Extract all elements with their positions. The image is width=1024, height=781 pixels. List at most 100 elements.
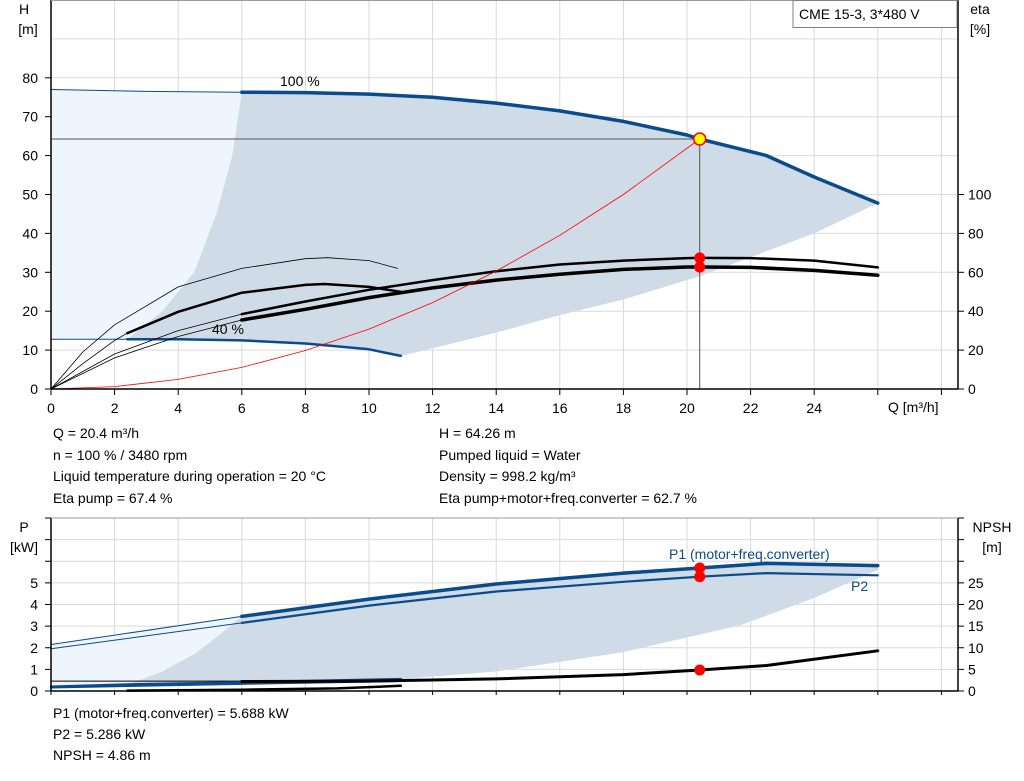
eta-total-curve-40-extension [50, 332, 128, 390]
extended-region [51, 89, 242, 340]
q-tick-label: 10 [361, 400, 377, 416]
p2-series-label: P2 [851, 578, 868, 594]
eta-tick-label: 0 [968, 381, 976, 397]
p2-marker [694, 571, 706, 583]
annotation-100-percent: 100 % [280, 73, 320, 89]
h-tick-label: 30 [22, 264, 38, 280]
eta-tick-label: 60 [968, 264, 984, 280]
eta-tick-label: 20 [968, 342, 984, 358]
npsh-curve [240, 649, 880, 683]
bottom-curves [49, 561, 880, 692]
q-tick-label: 4 [174, 400, 182, 416]
top-operating-region [51, 89, 878, 356]
result-flow: Q = 20.4 m³/h [53, 425, 139, 441]
eta-total-marker [694, 261, 706, 273]
h-tick-label: 50 [22, 187, 38, 203]
system-curve [50, 138, 701, 390]
operating-region [127, 563, 878, 685]
result-density: Density = 998.2 kg/m³ [439, 468, 576, 484]
eta-total-curve-100-extension [50, 319, 243, 390]
bottom-axes: 0 1 2 3 4 5 0 5 10 15 20 25 [30, 517, 984, 699]
eta-pump-curve-40 [50, 257, 399, 390]
extended-region [51, 616, 242, 687]
q-tick-label: 12 [425, 400, 441, 416]
h-tick-label: 80 [22, 70, 38, 86]
npsh-tick-label: 10 [968, 640, 984, 656]
top-curves [50, 89, 880, 390]
h-tick-label: 60 [22, 148, 38, 164]
eta-total-curve-40 [126, 282, 403, 335]
p-axis-label: P [19, 519, 28, 535]
result-liquid-temperature: Liquid temperature during operation = 20… [53, 468, 326, 484]
results-top-right: H = 64.26 m Pumped liquid = Water Densit… [439, 423, 697, 509]
eta-pump-marker [694, 252, 706, 264]
p-tick-label: 2 [30, 640, 38, 656]
q-tick-label: 2 [111, 400, 119, 416]
result-p2: P2 = 5.286 kW [53, 726, 146, 742]
q-tick-label: 20 [679, 400, 695, 416]
q-tick-label: 18 [616, 400, 632, 416]
p-tick-label: 1 [30, 661, 38, 677]
results-top-left: Q = 20.4 m³/h n = 100 % / 3480 rpm Liqui… [53, 423, 326, 509]
h-tick-label: 40 [22, 225, 38, 241]
legend-box [792, 0, 958, 28]
npsh-axis-label: NPSH [973, 519, 1012, 535]
p2-curve [240, 571, 879, 625]
eta-tick-label: 80 [968, 225, 984, 241]
annotation-40-percent: 40 % [212, 321, 244, 337]
operating-region [127, 92, 878, 356]
p-tick-label: 5 [30, 575, 38, 591]
q-tick-label: 8 [302, 400, 310, 416]
eta-pump-curve-100 [240, 256, 880, 316]
p1-marker [694, 562, 706, 574]
result-p1: P1 (motor+freq.converter) = 5.688 kW [53, 705, 289, 721]
h-tick-label: 70 [22, 109, 38, 125]
q-tick-label: 24 [806, 400, 822, 416]
h-tick-label: 0 [30, 381, 38, 397]
q-tick-label: 14 [488, 400, 504, 416]
result-speed: n = 100 % / 3480 rpm [53, 446, 188, 463]
p1-curve-extension [50, 615, 243, 645]
npsh-tick-label: 0 [968, 683, 976, 699]
result-eta-pump: Eta pump = 67.4 % [53, 489, 173, 506]
head-curve-100-extension [50, 89, 243, 93]
head-curve-100 [240, 90, 880, 205]
p-tick-label: 4 [30, 597, 38, 613]
p-tick-label: 3 [30, 618, 38, 634]
p-tick-label: 0 [30, 683, 38, 699]
result-head: H = 64.26 m [439, 425, 516, 441]
p1-series-label: P1 (motor+freq.converter) [669, 546, 830, 562]
legend-box-text: CME 15-3, 3*480 V [799, 6, 920, 22]
q-tick-label: 0 [47, 400, 55, 416]
q-tick-label: 16 [552, 400, 568, 416]
npsh-tick-label: 15 [968, 618, 984, 634]
result-pumped-liquid: Pumped liquid = Water [439, 446, 581, 463]
q-tick-label: 6 [238, 400, 246, 416]
q-axis-label: Q [m³/h] [888, 399, 939, 415]
eta-tick-label: 100 [968, 187, 992, 203]
h-axis-label: H [19, 1, 29, 17]
q-tick-label: 22 [743, 400, 759, 416]
npsh-marker [694, 664, 706, 676]
h-axis-unit: [m] [18, 21, 37, 37]
operating-point-marker [692, 132, 707, 146]
bottom-operating-region [51, 563, 878, 687]
eta-total-curve-100 [240, 265, 880, 322]
eta-axis-unit: [%] [970, 21, 990, 37]
result-eta-total: Eta pump+motor+freq.converter = 62.7 % [439, 489, 697, 506]
p-axis-unit: [kW] [10, 539, 38, 555]
result-npsh: NPSH = 4.86 m [53, 747, 151, 763]
npsh-tick-label: 20 [968, 597, 984, 613]
eta-tick-label: 40 [968, 303, 984, 319]
results-bottom: P1 (motor+freq.converter) = 5.688 kW P2 … [53, 703, 289, 766]
npsh-tick-label: 5 [968, 661, 976, 677]
p1-curve [240, 561, 880, 619]
npsh-curve-40 [126, 684, 403, 692]
npsh-tick-label: 25 [968, 575, 984, 591]
p2-curve-extension [50, 622, 243, 650]
npsh-axis-unit: [m] [982, 539, 1001, 555]
h-tick-label: 10 [22, 342, 38, 358]
eta-axis-label: eta [970, 1, 990, 17]
eta-pump-curve-100-extension [50, 313, 243, 390]
